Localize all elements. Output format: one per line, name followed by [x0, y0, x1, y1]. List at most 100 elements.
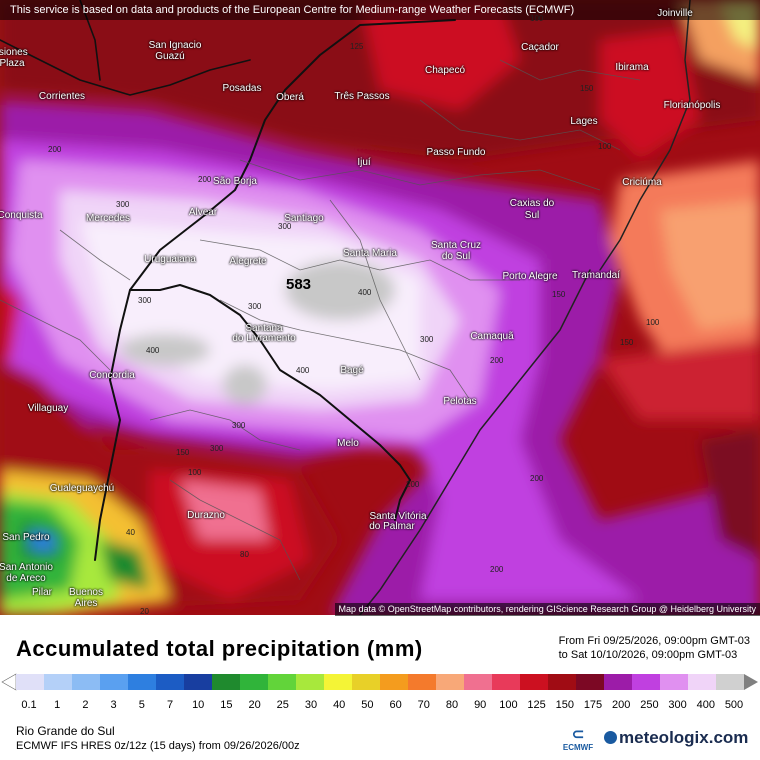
- city-label: Camaquã: [470, 331, 514, 342]
- map-credit: Map data © OpenStreetMap contributors, r…: [334, 603, 760, 616]
- legend-swatch: [156, 674, 185, 690]
- city-label: Villaguay: [27, 403, 69, 414]
- legend-swatch: [576, 674, 605, 690]
- city-label: San Pedro: [2, 532, 50, 543]
- legend-swatch: [352, 674, 381, 690]
- legend-swatch: [492, 674, 521, 690]
- legend-swatch: [660, 674, 689, 690]
- city-label: Buenos: [69, 587, 103, 598]
- city-label: São Borja: [213, 176, 257, 187]
- legend-swatch: [44, 674, 73, 690]
- city-label: San Antonio: [0, 562, 53, 573]
- isoline-label: 200: [48, 145, 62, 154]
- city-label: Gualeguaychú: [49, 483, 115, 494]
- city-label: Uruguaiana: [144, 254, 196, 265]
- isoline-label: 150: [620, 338, 634, 347]
- legend-tick-label: 60: [389, 699, 401, 711]
- legend-tick-label: 100: [499, 699, 517, 711]
- city-label: Plaza: [0, 58, 25, 69]
- legend-swatch: [72, 674, 101, 690]
- city-label: Bagé: [340, 365, 364, 376]
- city-label: Sul: [524, 210, 540, 221]
- legend-swatch: [464, 674, 493, 690]
- city-label: Ijuí: [357, 157, 371, 168]
- city-label: Pilar: [31, 587, 53, 598]
- city-label: Criciúma: [622, 177, 662, 188]
- city-label: Mercedes: [86, 213, 130, 224]
- city-label: Caxias do: [509, 198, 555, 209]
- forecast-period: From Fri 09/25/2026, 09:00pm GMT-03 to S…: [559, 634, 750, 662]
- city-label: Guazú: [155, 51, 185, 62]
- city-label: de Areco: [6, 573, 46, 584]
- legend-tick-label: 300: [668, 699, 686, 711]
- legend-tick-label: 70: [418, 699, 430, 711]
- city-label: Pelotas: [443, 396, 477, 407]
- city-label: do Sul: [441, 251, 471, 262]
- isoline-label: 150: [176, 448, 190, 457]
- isoline-label: 300: [420, 335, 434, 344]
- isoline-label: 200: [530, 474, 544, 483]
- legend-tick-label: 400: [697, 699, 715, 711]
- city-label: Três Passos: [334, 91, 390, 102]
- city-label: Conquista: [0, 210, 43, 221]
- legend-swatch: [380, 674, 409, 690]
- isoline-label: 200: [490, 356, 504, 365]
- maximum-value-label: 583: [286, 276, 312, 293]
- globe-icon: [604, 731, 617, 744]
- legend-tick-label: 125: [527, 699, 545, 711]
- legend-tick-label: 5: [139, 699, 145, 711]
- isoline-label: 100: [646, 318, 660, 327]
- isoline-label: 200: [406, 480, 420, 489]
- legend-swatch: [688, 674, 717, 690]
- model-info: ECMWF IFS HRES 0z/12z (15 days) from 09/…: [16, 740, 300, 752]
- isoline-label: 40: [126, 528, 135, 537]
- chart-title: Accumulated total precipitation (mm): [16, 636, 423, 661]
- legend-swatch: [128, 674, 157, 690]
- isoline-label: 80: [240, 550, 249, 559]
- legend-tick-label: 80: [446, 699, 458, 711]
- isoline-label: 200: [490, 565, 504, 574]
- ecmwf-mark-icon: ⊂: [571, 726, 585, 743]
- legend-swatch: [716, 674, 745, 690]
- legend-tick-label: 200: [612, 699, 630, 711]
- precipitation-map: [0, 0, 760, 615]
- city-label: Concordia: [89, 370, 135, 381]
- city-label: Posadas: [222, 83, 262, 94]
- city-label: Corrientes: [38, 91, 86, 102]
- legend-swatch: [324, 674, 353, 690]
- isoline-label: 400: [296, 366, 310, 375]
- legend-tick-label: 15: [220, 699, 232, 711]
- legend-swatch: [632, 674, 661, 690]
- legend-tick-label: 10: [192, 699, 204, 711]
- city-label: do Palmar: [369, 521, 415, 532]
- meteologix-logo[interactable]: meteologix.com: [604, 728, 748, 748]
- city-label: Santana: [245, 323, 283, 334]
- city-label: Santa Cruz: [430, 240, 482, 251]
- legend-min-arrow: [1, 673, 17, 691]
- isoline-label: 300: [210, 444, 224, 453]
- legend-swatch: [184, 674, 213, 690]
- isoline-label: 300: [248, 302, 262, 311]
- legend-swatch: [520, 674, 549, 690]
- legend-swatch: [240, 674, 269, 690]
- city-label: Durazno: [187, 510, 225, 521]
- meteologix-logo-text: meteologix.com: [619, 728, 749, 747]
- city-label: Misiones: [0, 47, 28, 58]
- legend-swatch: [16, 674, 45, 690]
- legend-tick-label: 20: [248, 699, 260, 711]
- city-label: Oberá: [276, 92, 304, 103]
- period-to: to Sat 10/10/2026, 09:00pm GMT-03: [558, 649, 738, 661]
- city-label: Caçador: [521, 42, 559, 53]
- legend-swatch: [548, 674, 577, 690]
- legend-tick-label: 7: [167, 699, 173, 711]
- city-label: Alvear: [188, 207, 218, 218]
- legend-swatch: [408, 674, 437, 690]
- period-from: From Fri 09/25/2026, 09:00pm GMT-03: [558, 635, 750, 647]
- ecmwf-logo[interactable]: ⊂ ECMWF: [560, 726, 596, 756]
- city-label: Alegrete: [229, 256, 267, 267]
- city-label: Santa Vitória: [369, 511, 427, 522]
- ecmwf-notice: This service is based on data and produc…: [0, 0, 760, 20]
- isoline-label: 100: [188, 468, 202, 477]
- city-label: do Livramento: [232, 333, 296, 344]
- legend-swatch: [100, 674, 129, 690]
